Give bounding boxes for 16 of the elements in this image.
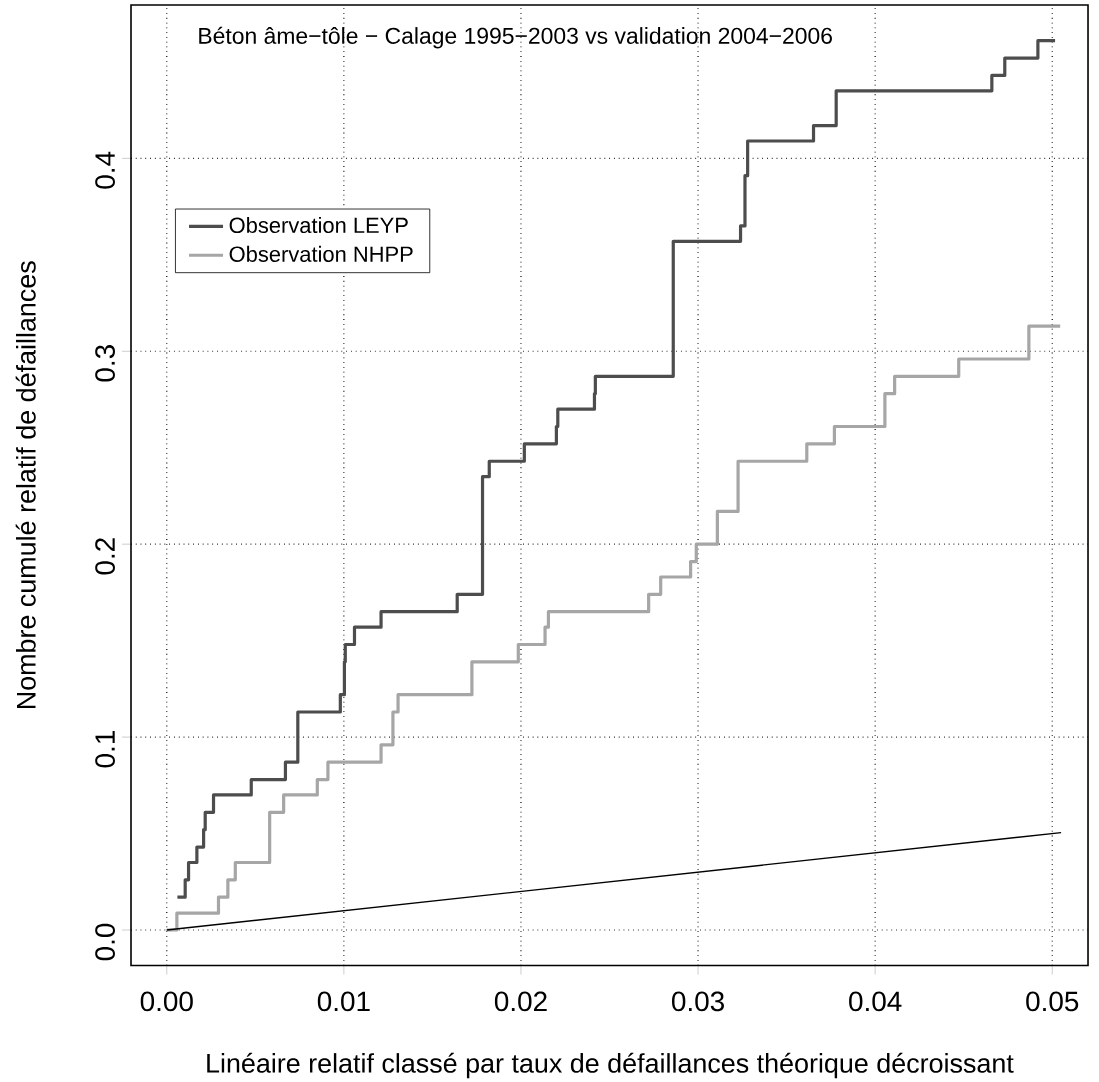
x-tick-label: 0.05 (1026, 991, 1079, 1012)
y-tick-label: 0.2 (95, 538, 115, 575)
legend-label: Observation LEYP (229, 217, 408, 234)
x-tick-label: 0.01 (317, 991, 370, 1012)
y-axis-title: Nombre cumulé relatif de défaillances (15, 261, 36, 709)
legend-label: Observation NHPP (229, 245, 413, 262)
y-tick-label: 0.3 (95, 345, 115, 382)
y-tick-label: 0.4 (95, 151, 115, 189)
y-tick-label: 0.1 (95, 731, 115, 768)
x-axis-title: Linéaire relatif classé par taux de défaillances théorique décroissant (207, 1052, 1014, 1079)
x-tick-label: 0.03 (672, 991, 724, 1012)
y-tick-label: 0.0 (95, 923, 115, 961)
x-tick-label: 0.04 (849, 991, 902, 1012)
text: Béton âme−tôle − Calage 1995−2003 vs validation 2004−2006 (199, 26, 832, 49)
x-tick-label: 0.00 (140, 991, 193, 1012)
x-tick-label: 0.02 (494, 991, 547, 1012)
